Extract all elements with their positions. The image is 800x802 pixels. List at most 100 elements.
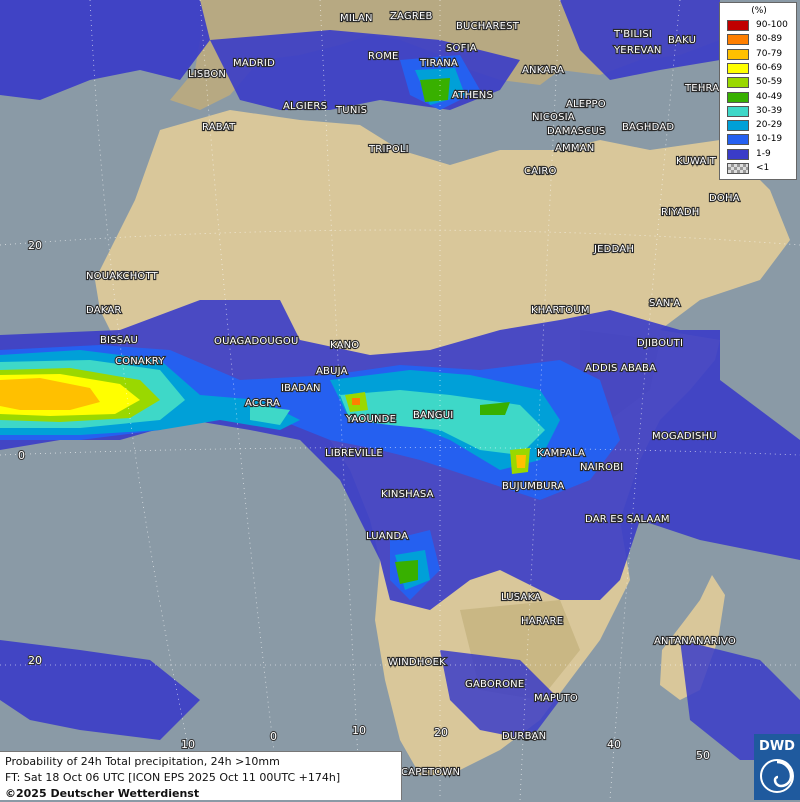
city-label: HARARE bbox=[521, 616, 563, 627]
dwd-logo: DWD bbox=[754, 734, 800, 800]
legend: (%) 90-100 80-89 70-79 60-69 50-59 40-49 30-39… bbox=[719, 2, 797, 180]
city-label: GABORONE bbox=[465, 679, 524, 690]
legend-swatch bbox=[727, 91, 749, 103]
info-box: Probability of 24h Total precipitation, … bbox=[0, 751, 402, 800]
legend-swatch bbox=[727, 77, 749, 89]
city-label: YAOUNDE bbox=[345, 414, 396, 425]
city-label: AMMAN bbox=[555, 143, 594, 154]
lon-label: 30 bbox=[524, 730, 538, 743]
lat-label: 0 bbox=[18, 449, 25, 462]
legend-swatch bbox=[727, 62, 749, 74]
grid-labels: 20 0 20 10 0 10 20 30 40 50 bbox=[17, 238, 711, 763]
city-label: LIBREVILLE bbox=[325, 448, 383, 459]
legend-item: 20-29 bbox=[727, 120, 795, 132]
lon-label: 50 bbox=[696, 749, 710, 762]
city-label: WINDHOEK bbox=[388, 657, 446, 668]
city-label: NICOSIA bbox=[532, 112, 575, 123]
legend-label: 40-49 bbox=[756, 91, 783, 102]
city-label: LUSAKA bbox=[501, 592, 541, 603]
lon-label: 10 bbox=[352, 724, 366, 737]
city-label: KUWAIT bbox=[676, 156, 717, 167]
legend-label: 80-89 bbox=[756, 34, 783, 45]
legend-swatch bbox=[727, 48, 749, 60]
city-label: ALGIERS bbox=[283, 101, 327, 112]
legend-item: 80-89 bbox=[727, 34, 795, 46]
precipitation-layer bbox=[0, 0, 800, 760]
city-label: TIRANA bbox=[419, 58, 458, 69]
city-label: CAPETOWN bbox=[401, 767, 460, 778]
city-label: MILAN bbox=[340, 13, 373, 24]
city-label: TRIPOLI bbox=[368, 144, 409, 155]
product-title: Probability of 24h Total precipitation, … bbox=[5, 755, 280, 768]
madagascar-landmass bbox=[660, 575, 725, 700]
city-label: ATHENS bbox=[452, 90, 493, 101]
city-label: BISSAU bbox=[100, 335, 138, 346]
dwd-swirl-icon bbox=[760, 759, 794, 793]
city-label: MAPUTO bbox=[534, 693, 578, 704]
legend-item: 90-100 bbox=[727, 20, 795, 31]
legend-item: 60-69 bbox=[727, 62, 795, 74]
legend-item: 1-9 bbox=[727, 148, 795, 160]
legend-label: 70-79 bbox=[756, 48, 783, 59]
legend-item: 10-19 bbox=[727, 134, 795, 146]
lon-label: 10 bbox=[181, 738, 195, 751]
city-label: ZAGREB bbox=[390, 11, 433, 22]
legend-swatch bbox=[727, 134, 749, 146]
city-label: DAMASCUS bbox=[547, 126, 605, 137]
city-label: BAKU bbox=[668, 35, 696, 46]
city-label: MOGADISHU bbox=[652, 431, 717, 442]
city-label: BAGHDAD bbox=[622, 122, 674, 133]
legend-label: 10-19 bbox=[756, 134, 783, 145]
city-label: ACCRA bbox=[245, 398, 280, 409]
city-label: SAN'A bbox=[649, 298, 680, 309]
city-label: CAIRO bbox=[524, 166, 557, 177]
lon-label: 40 bbox=[607, 738, 621, 751]
city-label: KINSHASA bbox=[381, 489, 434, 500]
legend-swatch bbox=[727, 105, 749, 117]
legend-swatch bbox=[727, 163, 749, 174]
legend-label: <1 bbox=[756, 163, 770, 173]
legend-unit: (%) bbox=[751, 6, 767, 16]
city-label: RABAT bbox=[202, 122, 236, 133]
legend-swatch bbox=[727, 120, 749, 132]
city-label: LISBON bbox=[188, 69, 226, 80]
legend-swatch bbox=[727, 20, 749, 31]
legend-item: 50-59 bbox=[727, 77, 795, 89]
city-label: ANTANANARIVO bbox=[654, 636, 736, 647]
city-label: ALEPPO bbox=[566, 99, 606, 110]
lat-label: 20 bbox=[28, 654, 42, 667]
city-label: BANGUI bbox=[413, 410, 453, 421]
city-label: DAKAR bbox=[86, 305, 122, 316]
forecast-time: FT: Sat 18 Oct 06 UTC [ICON EPS 2025 Oct… bbox=[5, 771, 341, 784]
legend-item: 70-79 bbox=[727, 48, 795, 60]
city-labels: MILAN ZAGREB BUCHAREST T'BILISI BAKU MAD… bbox=[85, 10, 741, 779]
city-label: KHARTOUM bbox=[531, 305, 590, 316]
city-label: ABUJA bbox=[316, 366, 348, 377]
city-label: BUCHAREST bbox=[456, 21, 520, 32]
legend-label: 90-100 bbox=[756, 20, 788, 30]
city-label: IBADAN bbox=[281, 383, 321, 394]
city-label: NOUAKCHOTT bbox=[86, 271, 159, 282]
legend-swatch bbox=[727, 148, 749, 160]
legend-swatch bbox=[727, 34, 749, 46]
city-label: KAMPALA bbox=[537, 448, 585, 459]
city-label: ROME bbox=[368, 51, 399, 62]
lat-label: 20 bbox=[28, 239, 42, 252]
city-label: KANO bbox=[330, 340, 359, 351]
legend-item: <1 bbox=[727, 163, 795, 174]
city-label: DJIBOUTI bbox=[637, 338, 683, 349]
city-label: ADDIS ABABA bbox=[585, 363, 656, 374]
legend-item: 40-49 bbox=[727, 91, 795, 103]
city-label: TUNIS bbox=[335, 105, 367, 116]
legend-label: 60-69 bbox=[756, 62, 783, 73]
city-label: ANKARA bbox=[522, 65, 564, 76]
city-label: DAR ES SALAAM bbox=[585, 514, 670, 525]
copyright: ©2025 Deutscher Wetterdienst bbox=[5, 787, 200, 800]
city-label: CONAKRY bbox=[115, 356, 165, 367]
city-label: LUANDA bbox=[366, 531, 408, 542]
city-label: RIYADH bbox=[661, 207, 700, 218]
lon-label: 0 bbox=[270, 730, 277, 743]
city-label: T'BILISI bbox=[613, 29, 652, 40]
